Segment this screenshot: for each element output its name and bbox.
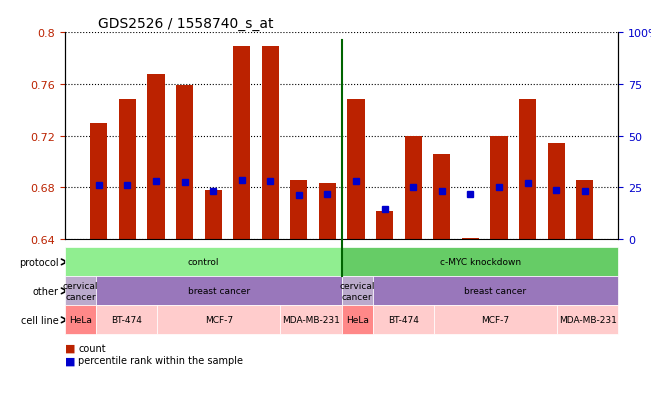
Bar — [519, 100, 536, 240]
Text: other: other — [33, 286, 59, 296]
Text: percentile rank within the sample: percentile rank within the sample — [78, 356, 243, 366]
Bar — [433, 154, 450, 240]
Text: MDA-MB-231: MDA-MB-231 — [559, 316, 616, 325]
Bar — [490, 136, 508, 240]
Text: cervical
cancer: cervical cancer — [339, 282, 375, 301]
Bar — [90, 123, 107, 240]
Text: breast cancer: breast cancer — [187, 287, 250, 296]
Text: cervical
cancer: cervical cancer — [62, 282, 98, 301]
Text: control: control — [187, 258, 219, 267]
Bar — [147, 74, 165, 240]
Text: MCF-7: MCF-7 — [482, 316, 510, 325]
Text: ■: ■ — [65, 356, 76, 366]
Bar — [119, 100, 136, 240]
Text: protocol: protocol — [19, 257, 59, 267]
Text: BT-474: BT-474 — [388, 316, 419, 325]
Text: ■: ■ — [65, 343, 76, 353]
Bar — [576, 180, 593, 240]
Text: MDA-MB-231: MDA-MB-231 — [282, 316, 340, 325]
Bar — [547, 144, 564, 240]
Text: cell line: cell line — [21, 315, 59, 325]
Text: GDS2526 / 1558740_s_at: GDS2526 / 1558740_s_at — [98, 17, 273, 31]
Text: MCF-7: MCF-7 — [205, 316, 233, 325]
Text: count: count — [78, 343, 105, 353]
Bar — [319, 184, 336, 240]
Bar — [405, 136, 422, 240]
Bar — [233, 47, 251, 240]
Bar — [176, 86, 193, 240]
Bar — [376, 211, 393, 240]
Bar — [262, 47, 279, 240]
Text: breast cancer: breast cancer — [464, 287, 527, 296]
Text: BT-474: BT-474 — [111, 316, 142, 325]
Bar — [348, 100, 365, 240]
Bar — [462, 238, 479, 240]
Text: c-MYC knockdown: c-MYC knockdown — [439, 258, 521, 267]
Bar — [204, 190, 222, 240]
Text: HeLa: HeLa — [69, 316, 92, 325]
Text: HeLa: HeLa — [346, 316, 368, 325]
Bar — [290, 180, 307, 240]
